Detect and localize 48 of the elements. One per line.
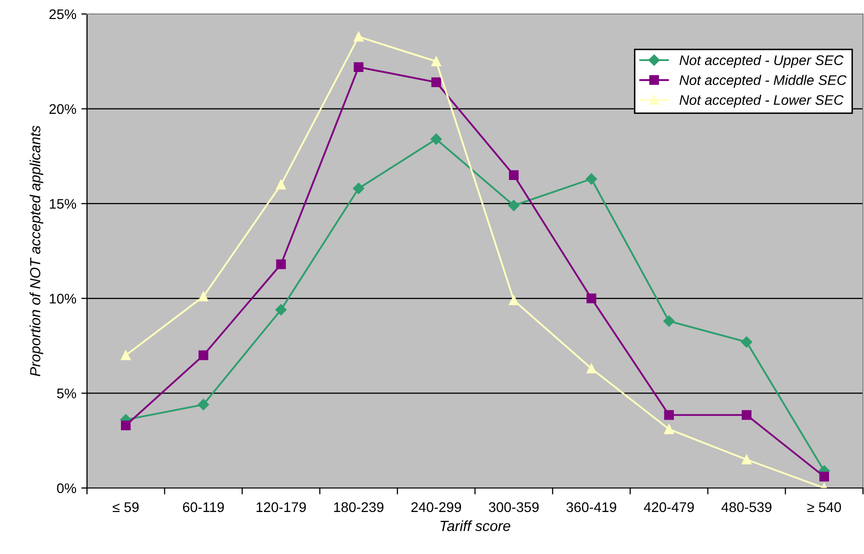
point [354,32,364,42]
x-tick-label: 240-299 [411,502,462,512]
point [198,350,208,360]
point [275,304,287,316]
y-axis-title: Proportion of NOT accepted applicants [30,126,44,376]
y-tick-label: 20% [49,104,76,114]
point [354,62,364,72]
point [508,200,520,212]
point [431,56,442,66]
point [120,420,131,430]
point [508,170,519,180]
point [663,316,675,327]
x-tick-label: ≥ 540 [807,502,841,512]
y-tick-label: 15% [50,198,76,209]
point [430,134,442,145]
point [740,336,752,348]
point [352,182,364,194]
point [198,292,208,302]
point [276,180,286,190]
y-tick-label: 25% [49,9,76,20]
point [586,294,596,304]
point [742,410,752,420]
x-tick-label: 420-479 [644,502,694,512]
legend-label: Not accepted - Lower SEC [680,94,844,108]
point [276,259,286,270]
x-tick-label: ≤ 59 [112,502,139,512]
x-tick-label: 300-359 [488,502,539,512]
legend-label: Not accepted - Upper SEC [680,54,844,68]
point [664,424,674,434]
point [586,173,598,185]
point [198,398,210,410]
x-tick-label: 480-539 [721,502,772,512]
y-tick-label: 0% [57,483,76,494]
x-axis-title: Tariff score [440,520,510,532]
point [742,454,752,464]
x-tick-label: 60-119 [182,502,224,512]
legend-label: Not accepted - Middle SEC [680,74,847,88]
point [819,472,830,482]
x-tick-label: 120-179 [256,502,306,512]
y-tick-label: 5% [57,388,76,398]
x-tick-label: 360-419 [566,502,616,512]
y-tick-label: 10% [50,294,76,304]
point [586,364,596,374]
x-tick-label: 180-239 [334,502,384,512]
point [508,295,519,306]
point [120,350,131,360]
point [431,77,442,88]
point [664,410,674,420]
